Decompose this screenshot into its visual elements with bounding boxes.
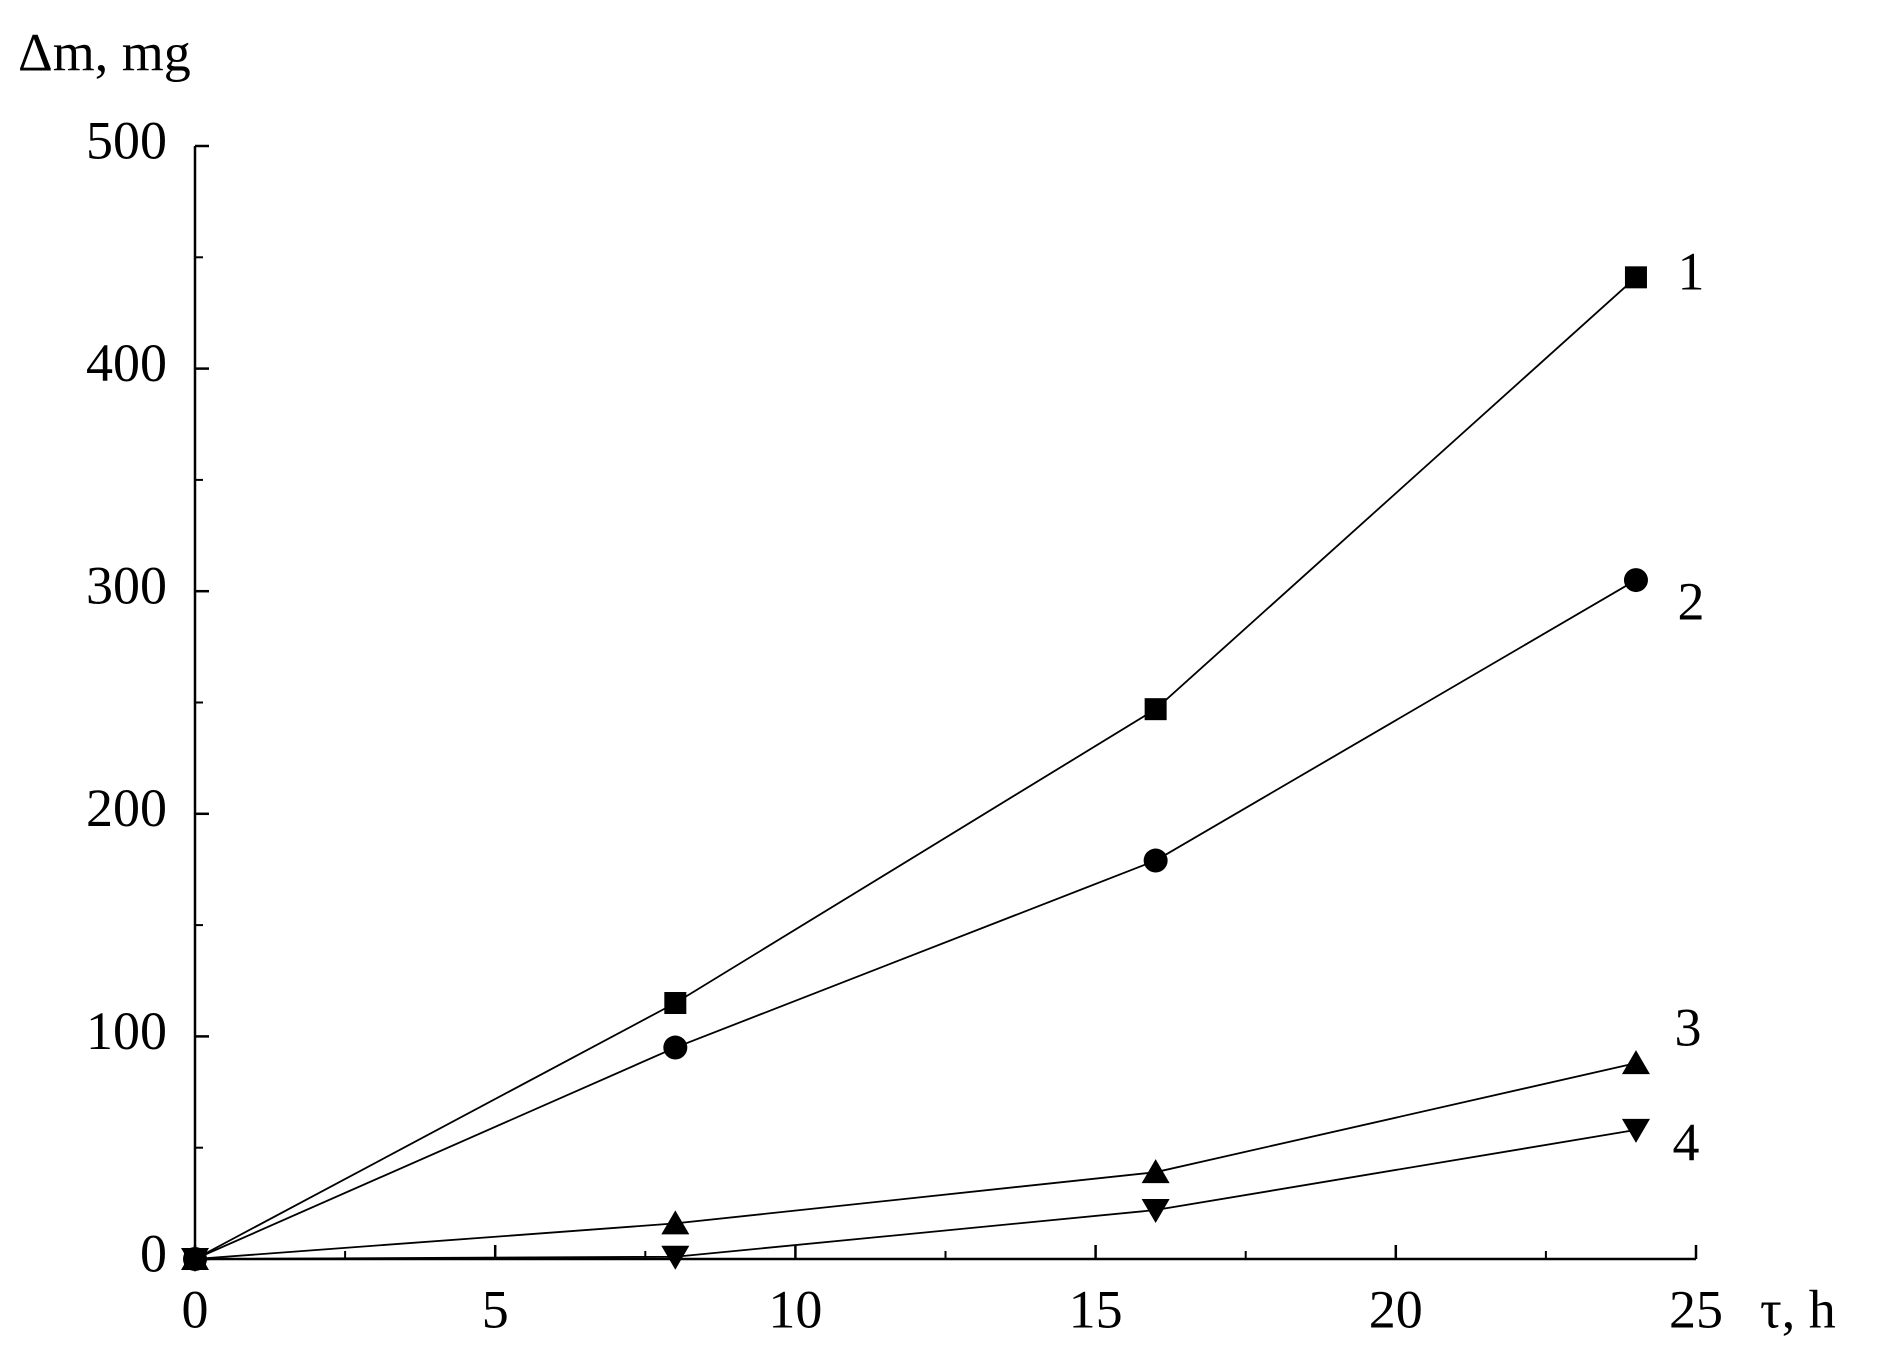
marker xyxy=(663,1035,688,1060)
x-axis-label: τ, h xyxy=(1760,1279,1836,1339)
x-tick-label: 25 xyxy=(1669,1279,1723,1339)
y-tick-label: 400 xyxy=(86,333,167,393)
marker xyxy=(181,1248,209,1272)
marker xyxy=(1143,848,1168,873)
x-tick-label: 15 xyxy=(1069,1279,1123,1339)
series-line xyxy=(194,276,1637,1260)
marker xyxy=(661,1210,690,1235)
y-tick-label: 100 xyxy=(86,1001,167,1061)
marker xyxy=(1144,698,1167,721)
y-tick-label: 300 xyxy=(86,556,167,616)
marker xyxy=(1141,1199,1170,1224)
x-tick-label: 20 xyxy=(1369,1279,1423,1339)
marker xyxy=(1141,1159,1170,1184)
x-tick-label: 5 xyxy=(482,1279,509,1339)
y-tick-label: 200 xyxy=(86,778,167,838)
series-line xyxy=(194,579,1637,1260)
marker xyxy=(1623,568,1648,593)
series-label: 3 xyxy=(1674,998,1701,1058)
series-line xyxy=(194,1129,1637,1260)
series-label: 1 xyxy=(1677,242,1704,302)
y-axis-label: Δm, mg xyxy=(18,22,191,82)
series-label: 4 xyxy=(1672,1112,1699,1172)
marker xyxy=(664,992,687,1015)
marker xyxy=(661,1245,690,1270)
x-tick-label: 0 xyxy=(182,1279,209,1339)
marker xyxy=(1624,266,1647,289)
marker xyxy=(1621,1050,1650,1075)
y-tick-label: 500 xyxy=(86,110,167,170)
series-label: 2 xyxy=(1677,571,1704,631)
y-tick-label: 0 xyxy=(140,1223,167,1283)
marker xyxy=(1621,1118,1650,1143)
series-line xyxy=(194,1062,1637,1260)
x-tick-label: 10 xyxy=(768,1279,822,1339)
